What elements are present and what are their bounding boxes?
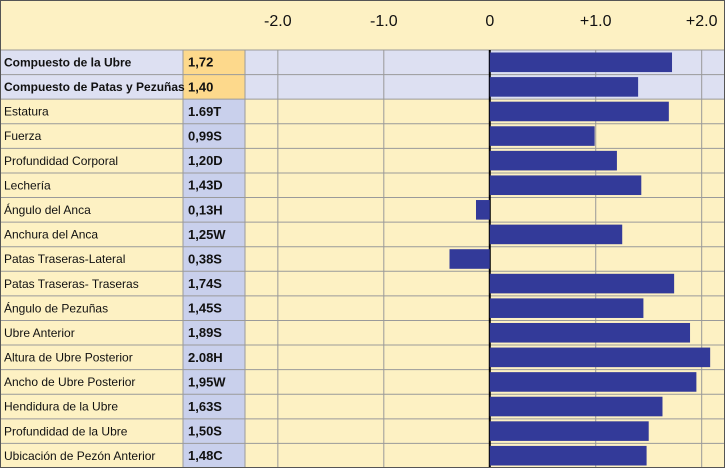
bar bbox=[489, 396, 663, 417]
value-cell bbox=[183, 345, 245, 370]
bar bbox=[489, 322, 691, 343]
value-label: 0,99S bbox=[188, 128, 222, 143]
value-label: 1,72 bbox=[188, 55, 213, 70]
category-label: Hendidura de la Ubre bbox=[4, 400, 118, 414]
category-label: Compuesto de la Ubre bbox=[4, 55, 132, 69]
value-cell bbox=[183, 369, 245, 395]
x-tick-label: -1.0 bbox=[370, 13, 398, 30]
category-label: Profundidad Corporal bbox=[4, 154, 118, 168]
bar bbox=[489, 273, 675, 294]
value-label: 0,13H bbox=[188, 202, 223, 217]
bar bbox=[489, 175, 642, 196]
bar bbox=[489, 298, 644, 318]
category-label: Ubre Anterior bbox=[4, 326, 75, 340]
category-label: Fuerza bbox=[4, 129, 42, 143]
value-label: 1,89S bbox=[188, 325, 222, 340]
value-cell bbox=[183, 418, 245, 444]
value-cell bbox=[183, 148, 245, 173]
value-label: 1,25W bbox=[188, 227, 226, 242]
value-cell bbox=[183, 394, 245, 419]
value-cell bbox=[183, 50, 245, 75]
bar bbox=[449, 249, 490, 269]
category-label: Patas Traseras- Traseras bbox=[4, 277, 139, 291]
bar bbox=[489, 77, 639, 97]
value-cell bbox=[183, 123, 245, 149]
category-label: Ancho de Ubre Posterior bbox=[4, 375, 135, 389]
bar bbox=[489, 224, 623, 245]
category-label: Ángulo de Pezuñas bbox=[4, 300, 108, 315]
bar bbox=[475, 200, 490, 220]
value-cell bbox=[183, 246, 245, 272]
value-label: 1,63S bbox=[188, 399, 222, 414]
category-label: Lechería bbox=[4, 178, 51, 192]
value-label: 1,74S bbox=[188, 276, 222, 291]
value-cell bbox=[183, 222, 245, 247]
value-cell bbox=[183, 443, 245, 468]
value-label: 1,45S bbox=[188, 301, 222, 316]
value-cell bbox=[183, 295, 245, 321]
value-label: 1.69T bbox=[188, 104, 221, 119]
category-label: Ubicación de Pezón Anterior bbox=[4, 449, 155, 463]
value-label: 1,48C bbox=[188, 448, 223, 463]
x-tick-label: +1.0 bbox=[580, 13, 612, 30]
category-label: Profundidad de la Ubre bbox=[4, 424, 128, 438]
value-cell bbox=[183, 197, 245, 223]
value-label: 0,38S bbox=[188, 251, 222, 266]
category-label: Compuesto de Patas y Pezuñas bbox=[4, 80, 185, 94]
value-label: 1,43D bbox=[188, 178, 223, 193]
value-label: 2.08H bbox=[188, 350, 223, 365]
value-label: 1,95W bbox=[188, 374, 226, 389]
bar bbox=[489, 52, 673, 73]
value-label: 1,50S bbox=[188, 424, 222, 439]
value-cell bbox=[183, 74, 245, 100]
bar bbox=[489, 372, 697, 392]
bar bbox=[489, 421, 649, 441]
value-cell bbox=[183, 172, 245, 198]
bar bbox=[489, 150, 617, 171]
category-label: Anchura del Anca bbox=[4, 228, 98, 242]
value-label: 1,40 bbox=[188, 79, 213, 94]
x-tick-label: -2.0 bbox=[264, 13, 292, 30]
bar bbox=[489, 101, 669, 122]
x-tick-label: 0 bbox=[485, 13, 494, 30]
category-label: Altura de Ubre Posterior bbox=[4, 351, 133, 365]
value-label: 1,20D bbox=[188, 153, 223, 168]
bar bbox=[489, 347, 711, 368]
bar bbox=[489, 126, 595, 146]
x-tick-label: +2.0 bbox=[686, 13, 718, 30]
category-label: Estatura bbox=[4, 105, 49, 119]
value-cell bbox=[183, 99, 245, 124]
value-cell bbox=[183, 271, 245, 296]
bar bbox=[489, 445, 647, 466]
value-cell bbox=[183, 320, 245, 346]
category-label: Patas Traseras-Lateral bbox=[4, 252, 125, 266]
category-label: Ángulo del Anca bbox=[4, 202, 91, 217]
